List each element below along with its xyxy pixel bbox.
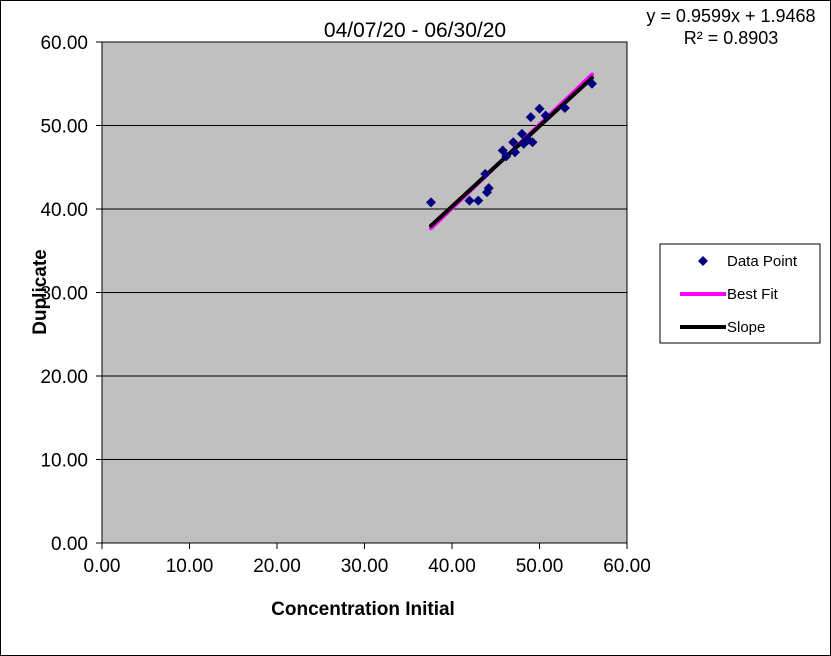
legend-label-best-fit: Best Fit: [727, 286, 779, 303]
y-tick-labels: 0.00 10.00 20.00 30.00 40.00 50.00 60.00: [40, 33, 102, 555]
data-point: [480, 168, 491, 179]
x-tick-label: 60.00: [603, 556, 651, 577]
x-tick-label: 0.00: [84, 556, 121, 577]
trendline-equation: y = 0.9599x + 1.9468: [646, 6, 815, 26]
x-tick-label: 10.00: [166, 556, 214, 577]
x-tick-labels: 0.00 10.00 20.00 30.00 40.00 50.00 60.00: [84, 543, 651, 577]
x-axis-title: Concentration Initial: [271, 599, 455, 620]
data-point: [473, 195, 484, 206]
data-point: [501, 151, 512, 162]
legend-marker-data-point: [698, 256, 708, 266]
data-point: [508, 137, 519, 148]
data-point: [517, 128, 527, 139]
data-point: [483, 183, 494, 194]
x-tick-label: 20.00: [253, 556, 301, 577]
y-tick-label: 40.00: [40, 200, 88, 221]
y-tick-label: 0.00: [51, 534, 88, 555]
y-tick-label: 60.00: [40, 33, 88, 54]
data-point: [527, 137, 538, 148]
y-tick-label: 30.00: [40, 284, 88, 305]
y-tick-label: 10.00: [40, 451, 88, 472]
legend: Data Point Best Fit Slope: [659, 243, 821, 344]
data-point: [534, 103, 545, 114]
y-tick-label: 50.00: [40, 117, 88, 138]
data-points: [426, 78, 597, 208]
x-tick-label: 50.00: [516, 556, 564, 577]
legend-label-slope: Slope: [727, 319, 765, 336]
data-point: [540, 110, 551, 121]
data-point: [464, 195, 475, 206]
data-point: [510, 147, 520, 158]
chart-title: 04/07/20 - 06/30/20: [324, 19, 506, 42]
y-axis-title: Duplicate: [30, 249, 51, 335]
data-point: [525, 112, 536, 123]
r-squared-value: R² = 0.8903: [684, 28, 779, 48]
legend-label-data-point: Data Point: [727, 253, 798, 270]
y-tick-label: 20.00: [40, 367, 88, 388]
data-point: [587, 78, 597, 89]
x-tick-label: 30.00: [341, 556, 389, 577]
data-point: [559, 102, 570, 113]
data-point: [426, 197, 436, 208]
x-tick-label: 40.00: [428, 556, 476, 577]
